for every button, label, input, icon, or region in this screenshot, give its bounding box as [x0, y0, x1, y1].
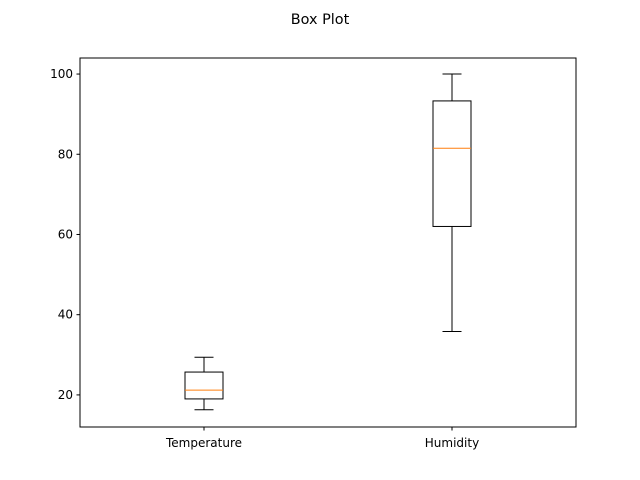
y-tick-label: 100 [50, 67, 73, 81]
plot-area: 20 40 60 80 100 Temperature Humidity [50, 67, 479, 450]
x-tick-label: Temperature [165, 436, 242, 450]
y-tick-label: 80 [58, 147, 73, 161]
y-tick-label: 20 [58, 388, 73, 402]
humidity-box [432, 100, 472, 227]
temperature-box [184, 371, 224, 400]
x-tick-label: Humidity [425, 436, 479, 450]
y-tick-label: 60 [58, 227, 73, 241]
axes-frame [79, 57, 577, 428]
chart-title: Box Plot [291, 12, 350, 28]
y-tick-label: 40 [58, 308, 73, 322]
